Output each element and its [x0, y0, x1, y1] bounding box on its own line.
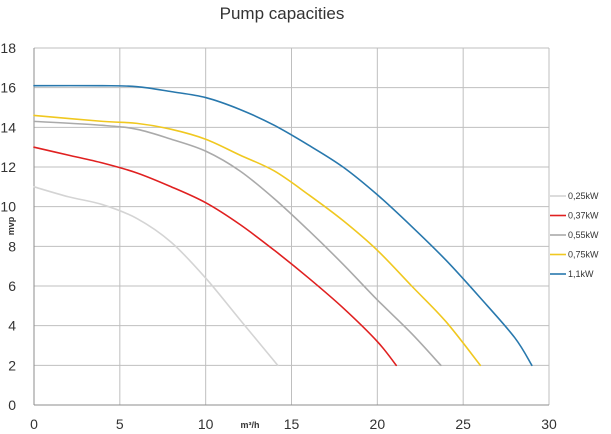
legend: 0,25kW 0,37kW 0,55kW 0,75kW 1,1kW [550, 191, 599, 279]
series-line-2 [33, 120, 442, 367]
legend-label-3: 0,75kW [568, 250, 599, 260]
y-tick-label: 18 [0, 40, 16, 56]
grid-layer [34, 47, 550, 405]
x-tick-label: 30 [541, 416, 557, 432]
y-tick-label: 8 [8, 238, 16, 254]
legend-label-0: 0,25kW [568, 191, 599, 201]
y-tick-label: 2 [8, 357, 16, 373]
y-tick-label: 4 [8, 318, 16, 334]
y-axis-label: mvp [6, 216, 16, 235]
series-line-4 [33, 84, 533, 367]
legend-label-2: 0,55kW [568, 230, 599, 240]
legend-label-1: 0,37kW [568, 211, 599, 221]
y-tick-label: 12 [0, 159, 16, 175]
series-line-0 [33, 186, 279, 367]
x-tick-label: 0 [30, 416, 38, 432]
series-line-1 [33, 146, 398, 367]
x-tick-label: 25 [455, 416, 471, 432]
legend-label-4: 1,1kW [568, 269, 594, 279]
y-tick-label: 10 [0, 199, 16, 215]
chart-title: Pump capacities [220, 4, 345, 23]
y-tick-label: 14 [0, 119, 16, 135]
series-line-3 [33, 114, 482, 367]
x-tick-label: 15 [284, 416, 300, 432]
y-tick-label: 0 [8, 397, 16, 413]
x-tick-label: 10 [198, 416, 214, 432]
series-layer [33, 84, 533, 367]
x-axis-label: m³/h [241, 420, 260, 430]
axis-layer: 0 2 4 6 8 10 12 14 16 18 0 5 10 15 20 25 30 [0, 40, 557, 432]
x-tick-label: 20 [370, 416, 386, 432]
x-tick-label: 5 [116, 416, 124, 432]
y-tick-label: 6 [8, 278, 16, 294]
y-tick-label: 16 [0, 80, 16, 96]
